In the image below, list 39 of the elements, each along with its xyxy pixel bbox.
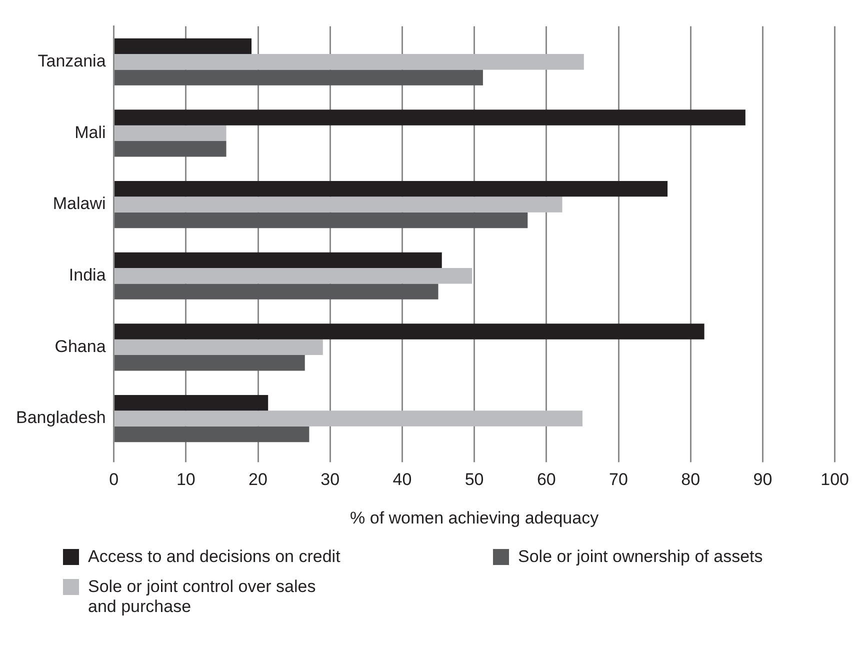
bar (114, 268, 472, 284)
bar (114, 394, 268, 411)
bar (114, 110, 746, 126)
x-tick-label: 80 (681, 470, 700, 490)
legend-label: Sole or joint control over sales and purchase (88, 577, 317, 617)
bar (114, 339, 323, 356)
x-tick-label: 10 (176, 470, 196, 490)
x-tick-label: 20 (248, 470, 268, 490)
bar (114, 54, 584, 70)
x-axis-title: % of women achieving adequacy (350, 508, 600, 528)
x-tick-label: 90 (753, 470, 772, 490)
x-tick-label: 60 (536, 470, 556, 490)
x-tick-label: 40 (392, 470, 412, 490)
x-tick-label: 50 (464, 470, 484, 490)
bar (114, 38, 252, 54)
bar (114, 196, 562, 212)
y-tick-label: Tanzania (38, 52, 106, 71)
x-tick-label: 100 (820, 470, 850, 490)
y-tick-label: Mali (74, 122, 106, 142)
bar (114, 252, 442, 268)
x-tick-label: 0 (109, 470, 119, 490)
bar (114, 426, 310, 442)
legend-label: Sole or joint ownership of assets (518, 547, 763, 567)
y-tick-label: Ghana (54, 336, 106, 356)
bar (114, 212, 528, 228)
y-tick-label: India (68, 266, 106, 285)
bar (114, 324, 704, 340)
x-tick-label: 30 (320, 470, 340, 490)
y-tick-label: Bangladesh (16, 408, 106, 428)
bar (114, 70, 483, 86)
bar (114, 355, 305, 371)
x-tick-label: 70 (609, 470, 628, 490)
bar (114, 125, 226, 142)
y-tick-label: Malawi (52, 194, 106, 214)
bar (114, 141, 226, 157)
bar (114, 284, 438, 300)
bar (114, 180, 668, 197)
bar (114, 410, 582, 426)
legend-label: Access to and decisions on credit (88, 547, 340, 567)
